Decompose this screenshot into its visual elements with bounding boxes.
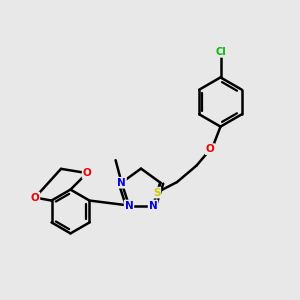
Text: Cl: Cl — [215, 47, 226, 57]
Text: O: O — [82, 168, 91, 178]
Text: O: O — [206, 144, 214, 154]
Text: N: N — [148, 200, 158, 211]
Text: S: S — [153, 188, 160, 198]
Text: N: N — [117, 178, 126, 188]
Text: N: N — [124, 200, 134, 211]
Text: O: O — [31, 193, 39, 202]
